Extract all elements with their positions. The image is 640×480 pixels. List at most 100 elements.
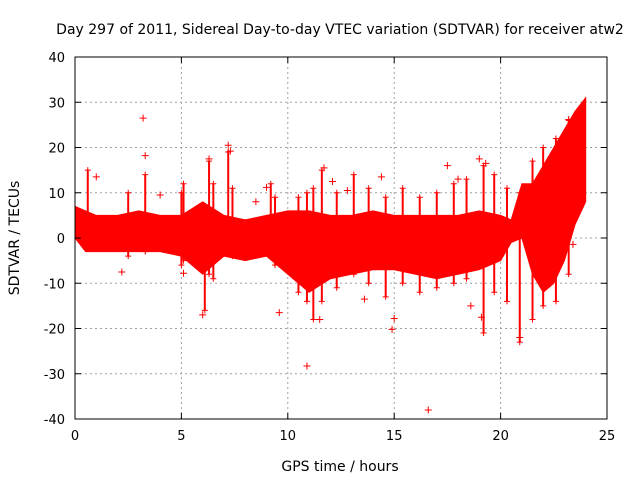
spike-end-marker: [180, 257, 187, 264]
spike-end-marker: [350, 271, 357, 278]
x-tick-label: 5: [177, 429, 185, 444]
y-tick-label: -30: [44, 368, 65, 383]
spike-end-marker: [142, 248, 149, 255]
spike-end-marker: [382, 194, 389, 201]
spike-end-marker: [201, 307, 208, 314]
y-tick-label: 10: [48, 187, 65, 202]
spike-end-marker: [503, 298, 510, 305]
spike-end-marker: [333, 189, 340, 196]
outlier-point: [569, 240, 577, 248]
spike-end-marker: [503, 185, 510, 192]
outlier-point: [92, 173, 100, 181]
spike-end-marker: [552, 298, 559, 305]
outlier-point: [328, 177, 336, 185]
spike-end-marker: [225, 248, 232, 255]
outlier-point: [224, 141, 232, 149]
outlier-point: [343, 186, 351, 194]
outlier-point: [252, 198, 260, 206]
spike-end-marker: [272, 194, 279, 201]
spike-end-marker: [516, 189, 523, 196]
spike-end-marker: [529, 158, 536, 165]
spike-end-marker: [142, 171, 149, 178]
outlier-point: [477, 313, 485, 321]
spike-end-marker: [416, 194, 423, 201]
x-tick-label: 25: [599, 429, 616, 444]
y-tick-label: 40: [48, 51, 65, 66]
x-tick-label: 10: [280, 429, 297, 444]
outlier-point: [156, 191, 164, 199]
spike-end-marker: [540, 302, 547, 309]
spike-end-marker: [365, 185, 372, 192]
data-band-layer: [74, 96, 587, 294]
spike-end-marker: [84, 167, 91, 174]
spike-end-marker: [365, 280, 372, 287]
x-axis-label: GPS time / hours: [281, 459, 398, 475]
x-tick-label: 0: [71, 429, 79, 444]
spike-end-marker: [201, 207, 208, 214]
outlier-point: [226, 147, 234, 155]
x-tick-label: 15: [386, 429, 403, 444]
spike-end-marker: [303, 189, 310, 196]
spike-end-marker: [295, 289, 302, 296]
outlier-point: [118, 268, 126, 276]
spike-end-marker: [310, 185, 317, 192]
outlier-point: [454, 175, 462, 183]
y-tick-label: -20: [44, 323, 65, 338]
outlier-point: [388, 325, 396, 333]
spike-end-marker: [125, 253, 132, 260]
spike-end-marker: [463, 275, 470, 282]
spike-end-marker: [303, 298, 310, 305]
outlier-layer: [92, 114, 577, 414]
spike-end-marker: [229, 185, 236, 192]
outlier-point: [467, 302, 475, 310]
spike-end-marker: [480, 330, 487, 337]
spike-end-marker: [210, 180, 217, 187]
spike-end-marker: [210, 275, 217, 282]
spike-end-marker: [491, 171, 498, 178]
spike-end-marker: [399, 185, 406, 192]
spike-end-marker: [318, 298, 325, 305]
outlier-point: [516, 334, 524, 342]
spike-end-marker: [180, 180, 187, 187]
spike-end-marker: [382, 293, 389, 300]
y-tick-label: 20: [48, 142, 65, 157]
outlier-point: [303, 362, 311, 370]
chart-title: Day 297 of 2011, Sidereal Day-to-day VTE…: [56, 22, 624, 38]
spike-end-marker: [565, 271, 572, 278]
spike-end-marker: [433, 284, 440, 291]
spike-end-marker: [433, 189, 440, 196]
data-spike-layer: [84, 117, 572, 346]
y-tick-label: 30: [48, 96, 65, 111]
outlier-point: [475, 155, 483, 163]
spike-end-marker: [206, 271, 213, 278]
spike-end-marker: [416, 289, 423, 296]
outlier-point: [205, 155, 213, 163]
spike-end-marker: [450, 180, 457, 187]
y-tick-label: -10: [44, 277, 65, 292]
spike-end-marker: [267, 248, 274, 255]
outlier-point: [377, 173, 385, 181]
outlier-point: [199, 311, 207, 319]
spike-end-marker: [84, 244, 91, 251]
y-tick-label: -40: [44, 413, 65, 428]
spike-end-marker: [295, 194, 302, 201]
spike-end-marker: [229, 253, 236, 260]
spike-end-marker: [178, 262, 185, 269]
spike-end-marker: [552, 135, 559, 142]
outlier-point: [275, 309, 283, 317]
spike-end-marker: [463, 176, 470, 183]
y-tick-label: 0: [57, 232, 65, 247]
x-tick-label: 20: [492, 429, 509, 444]
outlier-point: [424, 406, 432, 414]
tick-layer: 0 5 10 15 20 25 -40 -30 -20 -10 0 10 20 30 40: [44, 51, 616, 444]
sdtvar-data-band: [74, 96, 587, 294]
spike-end-marker: [333, 284, 340, 291]
outlier-point: [180, 269, 188, 277]
y-axis-label: SDTVAR / TECUs: [7, 181, 23, 296]
outlier-point: [139, 114, 147, 122]
outlier-point: [390, 315, 398, 323]
spike-end-marker: [529, 316, 536, 323]
outlier-point: [482, 159, 490, 167]
spike-end-marker: [350, 171, 357, 178]
